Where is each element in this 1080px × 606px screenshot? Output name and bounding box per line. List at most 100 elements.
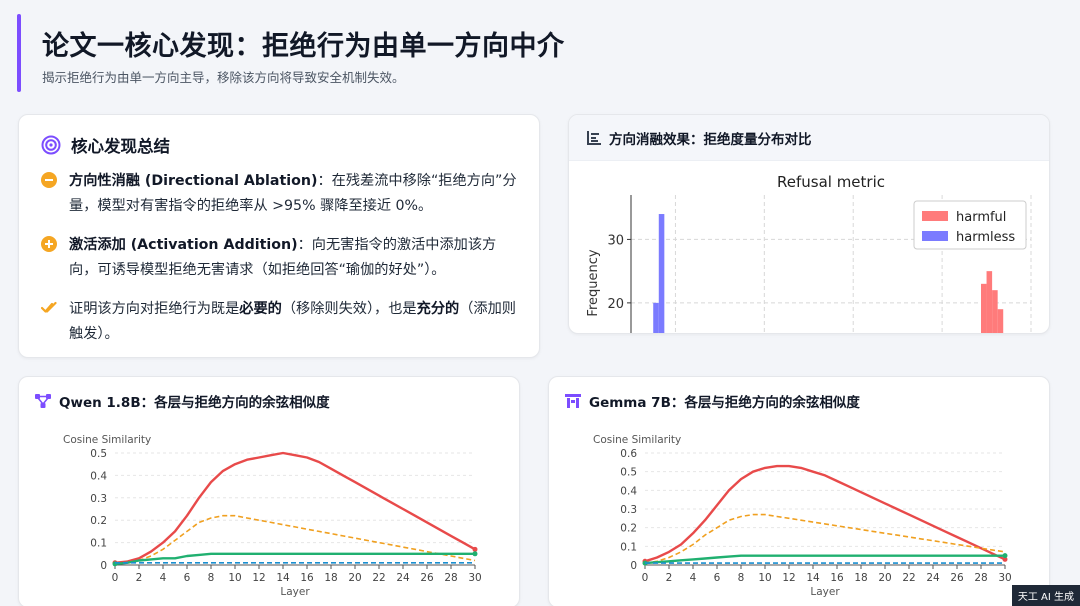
histogram-ylabel: Frequency [586,249,601,316]
gemma-series-harmless-chat [644,554,1005,565]
qwen-legend-label: harmless, chat [349,602,426,603]
qwen-ytick-label: 0.1 [90,538,107,550]
gemma-xlabel: Layer [810,586,840,598]
gemma-point [1002,556,1008,562]
qwen-legend-label: harmless, base [475,602,505,603]
finding-ablation: 方向性消融 (Directional Ablation)：在残差流中移除“拒绝方… [41,169,517,219]
gemma-legend-label: harmless, chat [879,602,956,603]
qwen-xtick-label: 30 [468,572,481,584]
finding-conclusion-mid: （移除则失效），也是 [281,301,417,317]
qwen-xtick-label: 18 [324,572,337,584]
qwen-xtick-label: 16 [300,572,314,584]
histogram-title: Refusal metric [777,173,885,191]
histogram-bar-harmless [653,302,659,333]
qwen-chart-title: Qwen 1.8B：各层与拒绝方向的余弦相似度 [59,395,330,411]
gemma-xtick-label: 12 [782,572,795,584]
qwen-xtick-label: 14 [276,572,290,584]
finding-conclusion: 证明该方向对拒绝行为既是必要的（移除则失效），也是充分的（添加则触发）。 [41,297,517,347]
summary-title: 核心发现总结 [71,137,170,156]
qwen-point [472,546,478,552]
gemma-xtick-label: 26 [950,572,964,584]
qwen-point [472,551,478,557]
gemma-xtick-label: 14 [806,572,820,584]
double-check-icon [41,301,57,313]
qwen-series-harmless-chat [114,552,475,566]
histogram-legend-label: harmful [956,210,1006,225]
target-icon [41,135,61,155]
qwen-series-harmful-base [114,514,476,565]
refusal-histogram: Refusal metric102030Frequencyharmfulharm… [586,173,1032,333]
qwen-legend-label: harmful, base [230,602,302,603]
qwen-xtick-label: 12 [252,572,265,584]
histogram-legend-swatch [922,231,948,241]
gemma-xtick-label: 4 [690,572,697,584]
qwen-ytick-label: 0.5 [90,448,107,460]
gemma-ytick-label: 0.1 [620,541,637,553]
qwen-series-harmful-chat [114,451,476,564]
gemma-chart-card: Gemma 7B：各层与拒绝方向的余弦相似度 Cosine Similarity… [548,376,1050,606]
qwen-chart-card: Qwen 1.8B：各层与拒绝方向的余弦相似度 Cosine Similarit… [18,376,520,606]
gemma-legend-label: harmful, base [760,602,832,603]
qwen-xtick-label: 2 [136,572,143,584]
gemma-ytick-label: 0.4 [620,485,637,497]
chart-icon [587,130,601,145]
qwen-xtick-label: 28 [444,572,457,584]
watermark: 天工 AI 生成 [1011,585,1080,606]
histogram-card: 方向消融效果：拒绝度量分布对比 Refusal metric102030Freq… [568,114,1050,334]
histogram-bar-harmful [997,309,1004,333]
qwen-xlabel: Layer [280,586,310,598]
histogram-ytick-label: 20 [607,297,624,312]
qwen-ytick-label: 0.3 [90,493,107,505]
qwen-ytick-label: 0.4 [90,470,107,482]
title-accent-bar [17,14,21,92]
histogram-legend-swatch [922,211,948,221]
qwen-legend-label: harmful, chat [111,602,181,603]
histogram-bar-harmful [981,283,987,333]
qwen-xtick-label: 10 [228,572,241,584]
gemma-legend-label: harmful, chat [641,602,711,603]
gemma-xtick-label: 8 [738,572,745,584]
gemma-xtick-label: 30 [998,572,1011,584]
gemma-xtick-label: 0 [642,572,649,584]
gemma-series-harmful-base [644,513,1006,564]
qwen-xtick-label: 24 [396,572,410,584]
finding-addition-text: ：向无害指令的激活中添加该方向，可诱导模型拒绝无害请求（如拒绝回答“瑜伽的好处”… [69,237,497,278]
qwen-xtick-label: 6 [184,572,191,584]
gemma-xtick-label: 18 [854,572,867,584]
finding-conclusion-pre: 证明该方向对拒绝行为既是 [69,301,240,317]
gemma-chart-title: Gemma 7B：各层与拒绝方向的余弦相似度 [589,395,860,411]
qwen-ytick-label: 0 [100,560,107,572]
page-subtitle: 揭示拒绝行为由单一方向主导，移除该方向将导致安全机制失效。 [42,70,405,85]
finding-ablation-text: ：在残差流中移除“拒绝方向”分量，模型对有害指令的拒绝率从 >95% 骤降至接近… [69,173,517,214]
qwen-ytick-label: 0.2 [90,515,107,527]
summary-card: 核心发现总结 方向性消融 (Directional Ablation)：在残差流… [18,114,540,358]
finding-conclusion-necessary: 必要的 [239,301,282,317]
gemma-series-harmful-chat [644,464,1006,563]
qwen-xtick-label: 0 [112,572,119,584]
qwen-ylabel: Cosine Similarity [63,434,151,446]
gemma-xtick-label: 28 [974,572,987,584]
histogram-bar-harmful [992,290,998,333]
layers-icon [565,394,581,408]
histogram-bar-harmless [658,214,665,333]
plus-circle-icon [41,236,57,252]
gemma-ytick-label: 0 [630,560,637,572]
gemma-ytick-label: 0.2 [620,523,637,535]
finding-conclusion-post: （添加则触发）。 [69,301,516,342]
qwen-xtick-label: 20 [348,572,361,584]
gemma-xtick-label: 2 [666,572,673,584]
page-title: 论文一核心发现：拒绝行为由单一方向中介 [42,31,565,62]
gemma-point [1002,553,1008,559]
gemma-ytick-label: 0.3 [620,504,637,516]
qwen-xtick-label: 26 [420,572,434,584]
gemma-xtick-label: 20 [878,572,891,584]
finding-addition-term: 激活添加 (Activation Addition) [69,237,298,253]
histogram-ytick-label: 30 [607,233,624,248]
finding-ablation-term: 方向性消融 (Directional Ablation) [69,173,318,189]
histogram-legend-label: harmless [956,230,1015,245]
gemma-ytick-label: 0.5 [620,467,637,479]
minus-circle-icon [41,172,57,188]
qwen-xtick-label: 22 [372,572,385,584]
